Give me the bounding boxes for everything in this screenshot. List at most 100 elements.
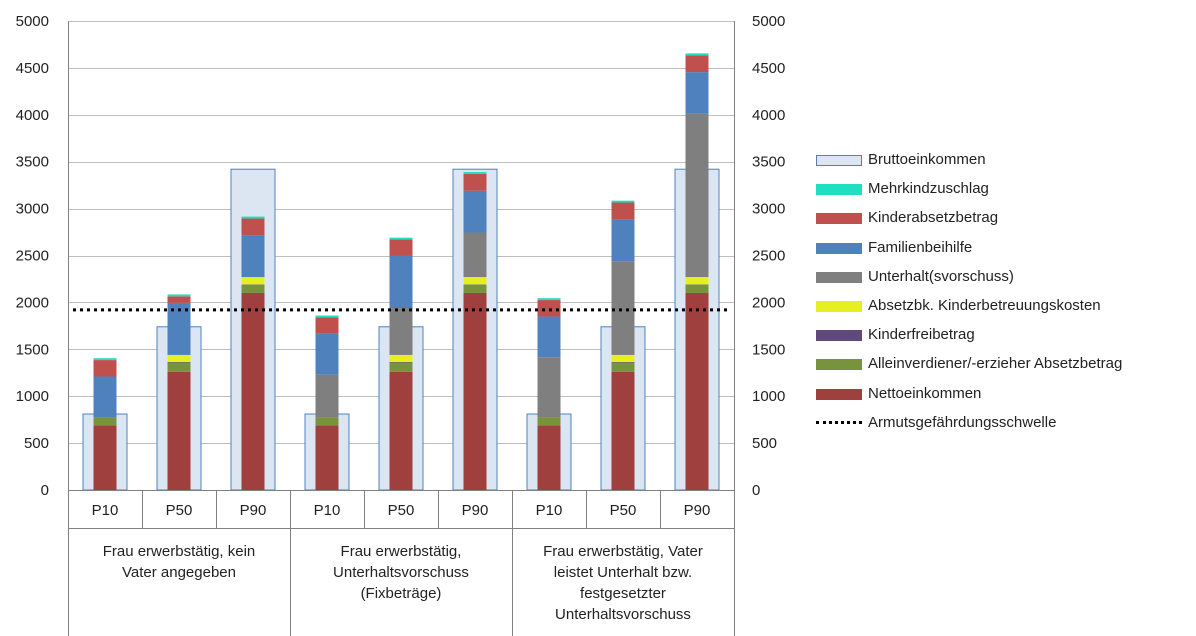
bar-segment-6-5 [463, 173, 487, 191]
legend-swatch-kinderbetreuungskosten [816, 300, 862, 312]
bar-segment-0-5 [463, 293, 487, 490]
group-label-0-line-0: Frau erwerbstätig, kein [103, 543, 256, 560]
legend-label-kinderbetreuungskosten: Absetzbk. Kinderbetreuungskosten [868, 296, 1101, 314]
x-tick-label-5: P90 [462, 502, 489, 519]
bar-segment-7-8 [685, 53, 709, 56]
legend-swatch-kinderfreibetrag [816, 330, 862, 342]
legend-swatch-armutsgefaehrdungsschwelle [816, 420, 862, 424]
bar-segment-0-2 [241, 293, 265, 490]
group-label-2-line-3: Unterhaltsvorschuss [555, 606, 691, 623]
bar-segment-0-0 [93, 425, 117, 490]
bar-segment-0-1 [167, 371, 191, 490]
x-tick-label-0: P10 [92, 502, 119, 519]
bar-segment-6-2 [241, 218, 265, 236]
x-tick-label-3: P10 [314, 502, 341, 519]
legend-item-nettoeinkommen: Nettoeinkommen [812, 384, 1192, 408]
bar-segment-3-2 [241, 277, 265, 285]
bar-segment-6-3 [315, 317, 339, 334]
group-label-1-line-0: Frau erwerbstätig, [341, 543, 462, 560]
y-tick-label-right-2000: 2000 [752, 294, 785, 311]
bar-segment-1-1 [167, 362, 191, 372]
y-tick-label-right-5000: 5000 [752, 13, 785, 30]
legend-swatch-alleinverdiener [816, 359, 862, 371]
y-tick-label-left-4000: 4000 [16, 107, 49, 124]
legend-swatch-unterhalt [816, 271, 862, 283]
bar-segment-7-6 [537, 298, 561, 301]
y-tick-label-left-2000: 2000 [16, 294, 49, 311]
legend-swatch-familienbeihilfe [816, 242, 862, 254]
bar-segment-5-6 [537, 316, 561, 358]
legend-swatch-bruttoeinkommen [816, 155, 862, 166]
bar-segment-6-6 [537, 300, 561, 317]
bar-segment-4-6 [537, 357, 561, 418]
y-tick-label-left-5000: 5000 [16, 13, 49, 30]
y-tick-label-right-3500: 3500 [752, 154, 785, 171]
legend-label-kinderabsetzbetrag: Kinderabsetzbetrag [868, 209, 999, 227]
bar-segment-1-5 [463, 285, 487, 294]
bar-segment-3-8 [685, 277, 709, 285]
bar-segment-5-5 [463, 190, 487, 233]
y-tick-label-left-3500: 3500 [16, 154, 49, 171]
bar-segment-6-4 [389, 239, 413, 256]
legend-item-alleinverdiener: Alleinverdiener/-erzieher Absetzbetrag [812, 354, 1192, 378]
y-tick-label-right-0: 0 [752, 482, 760, 499]
legend: Bruttoeinkommen Mehrkindzuschlag Kindera… [812, 150, 1192, 442]
legend-swatch-nettoeinkommen [816, 388, 862, 400]
bar-segment-1-4 [389, 362, 413, 372]
group-label-2-line-1: leistet Unterhalt bzw. [554, 564, 692, 581]
bar-segment-1-8 [685, 285, 709, 294]
legend-label-armutsgefaehrdungsschwelle: Armutsgefährdungsschwelle [868, 413, 1057, 431]
bar-segment-3-4 [389, 354, 413, 362]
bar-segment-5-0 [93, 376, 117, 418]
x-tick-label-1: P50 [166, 502, 193, 519]
legend-item-familienbeihilfe: Familienbeihilfe [812, 238, 1192, 262]
group-label-1-line-2: (Fixbeträge) [361, 585, 442, 602]
legend-label-nettoeinkommen: Nettoeinkommen [868, 384, 982, 402]
bar-segment-5-8 [685, 72, 709, 114]
group-label-2-line-2: festgesetzter [580, 585, 666, 602]
bar-segment-1-7 [611, 362, 635, 372]
legend-item-unterhalt: Unterhalt(svorschuss) [812, 267, 1192, 291]
bar-segment-1-3 [315, 417, 339, 426]
bar-segment-1-2 [241, 285, 265, 294]
legend-label-unterhalt: Unterhalt(svorschuss) [868, 267, 1014, 285]
y-tick-label-left-500: 500 [24, 435, 49, 452]
y-tick-label-right-1500: 1500 [752, 341, 785, 358]
y-axis-left: 0 500 1000 1500 2000 2500 3000 3500 4000 4500 5000 [16, 13, 49, 499]
legend-label-familienbeihilfe: Familienbeihilfe [868, 238, 973, 256]
bar-segment-5-2 [241, 235, 265, 278]
legend-label-bruttoeinkommen: Bruttoeinkommen [868, 151, 986, 168]
bar-segment-1-6 [537, 417, 561, 426]
group-label-1-line-1: Unterhaltsvorschuss [333, 564, 469, 581]
group-label-2-line-0: Frau erwerbstätig, Vater [543, 543, 703, 560]
y-tick-label-left-0: 0 [41, 482, 49, 499]
x-axis: P10 P50 P90 P10 P50 P90 P10 P50 P90 Frau erwerbst… [68, 490, 735, 636]
bar-segment-7-5 [463, 172, 487, 174]
bar-segment-1-0 [93, 417, 117, 426]
bar-segment-7-1 [167, 294, 191, 297]
bar-segment-6-1 [167, 296, 191, 303]
y-tick-label-left-3000: 3000 [16, 201, 49, 218]
bar-segment-4-8 [685, 113, 709, 278]
bar-segment-5-4 [389, 255, 413, 309]
legend-item-mehrkindzuschlag: Mehrkindzuschlag [812, 179, 1192, 203]
y-tick-label-right-500: 500 [752, 435, 777, 452]
bar-segment-7-4 [389, 237, 413, 240]
bar-segment-0-3 [315, 425, 339, 490]
bar-segment-5-1 [167, 302, 191, 355]
bar-segment-5-3 [315, 333, 339, 375]
legend-swatch-kinderabsetzbetrag [816, 213, 862, 225]
bar-segment-0-8 [685, 293, 709, 490]
x-tick-label-2: P90 [240, 502, 267, 519]
bar-segment-4-4 [389, 308, 413, 355]
legend-item-kinderfreibetrag: Kinderfreibetrag [812, 325, 1192, 349]
legend-label-mehrkindzuschlag: Mehrkindzuschlag [868, 180, 989, 198]
bar-segment-3-1 [167, 354, 191, 362]
group-label-0-line-1: Vater angegeben [122, 564, 236, 581]
y-tick-label-right-3000: 3000 [752, 201, 785, 218]
legend-item-bruttoeinkommen: Bruttoeinkommen [812, 150, 1192, 174]
y-tick-label-left-1000: 1000 [16, 388, 49, 405]
bar-segment-3-5 [463, 277, 487, 285]
bar-segment-5-7 [611, 219, 635, 262]
bar-segment-7-3 [315, 315, 339, 318]
